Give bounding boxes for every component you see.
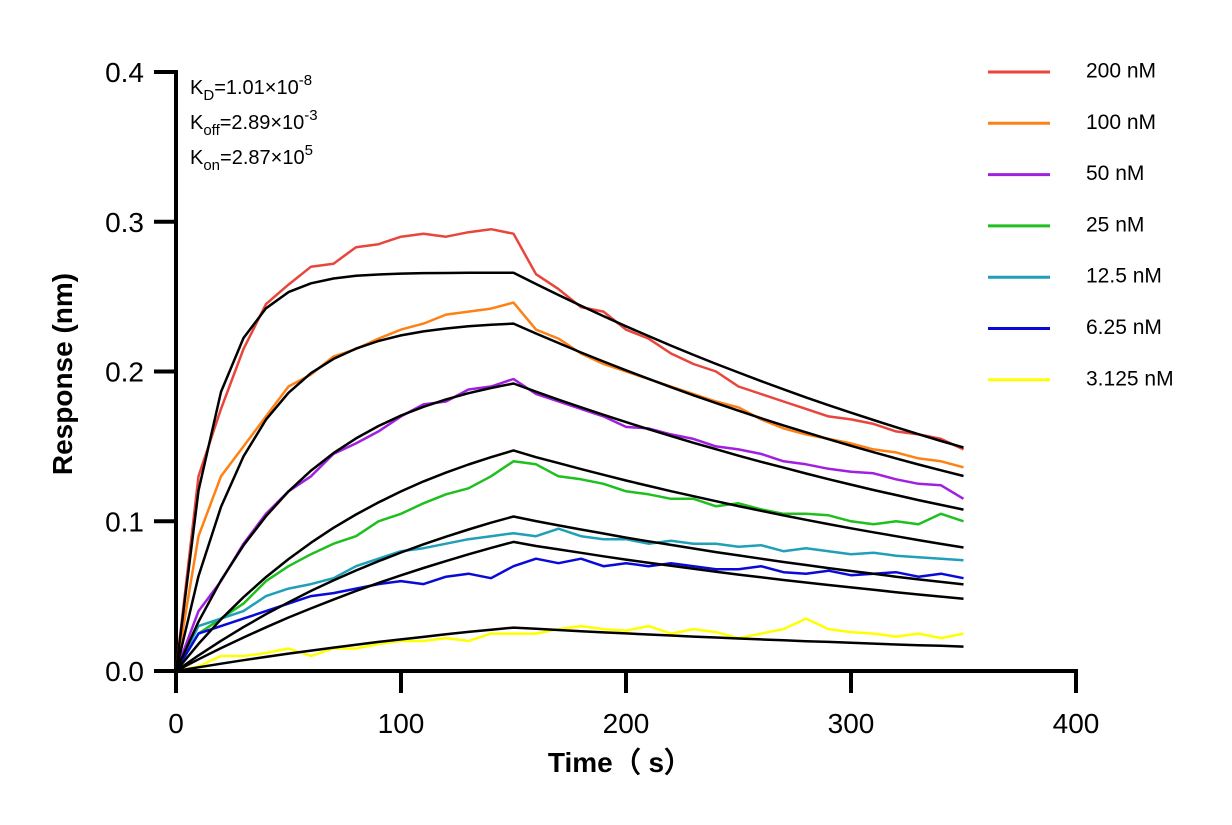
fit-line [174,322,964,672]
x-axis-title: Time（ s） [548,746,692,778]
annotation-base: K [190,112,204,134]
data-line [174,557,964,672]
fit-line [174,271,964,672]
y-tick-label: 0.1 [105,506,144,537]
annotation-base: K [190,77,204,99]
x-tick-label: 400 [1053,708,1100,739]
annotation-base: K [190,147,204,169]
annotation: KD=1.01×10-8 [190,72,312,104]
x-tick-label: 300 [828,708,875,739]
annotation-sup: -8 [299,72,312,89]
annotation-sub: on [203,157,220,174]
data-line [174,377,965,672]
y-axis-title: Response (nm) [47,273,78,475]
fit-line [175,515,964,673]
x-tick-label: 200 [603,708,650,739]
annotation-text: =2.89×10 [220,112,305,134]
fit-line [175,626,964,673]
annotation-sub: off [203,122,220,139]
annotation-text: =1.01×10 [214,77,299,99]
annotation-sub: D [203,87,214,104]
annotation-sup: -3 [304,107,317,124]
legend-label: 100 nM [1086,111,1156,134]
data-line [174,460,964,672]
legend-label: 3.125 nM [1086,367,1174,390]
x-tick-label: 100 [378,708,425,739]
annotation-text: =2.87×10 [220,147,305,169]
legend-label: 200 nM [1086,60,1156,83]
data-line [174,527,964,672]
fit-line [175,540,964,673]
y-tick-label: 0.0 [105,656,144,687]
y-tick-label: 0.4 [105,57,144,88]
legend-label: 12.5 nM [1086,265,1162,288]
data-line [174,227,965,672]
legend-label: 6.25 nM [1086,316,1162,339]
legend-label: 50 nM [1086,162,1144,185]
annotation: Koff=2.89×10-3 [190,107,318,139]
fit-line [174,382,964,672]
y-tick-label: 0.2 [105,357,144,388]
data-line [175,617,964,673]
fit-line [175,449,964,672]
legend-label: 25 nM [1086,213,1144,236]
annotation-sup: 5 [305,142,313,159]
annotation: Kon=2.87×105 [190,142,313,174]
x-tick-label: 0 [168,708,184,739]
y-tick-label: 0.3 [105,207,144,238]
